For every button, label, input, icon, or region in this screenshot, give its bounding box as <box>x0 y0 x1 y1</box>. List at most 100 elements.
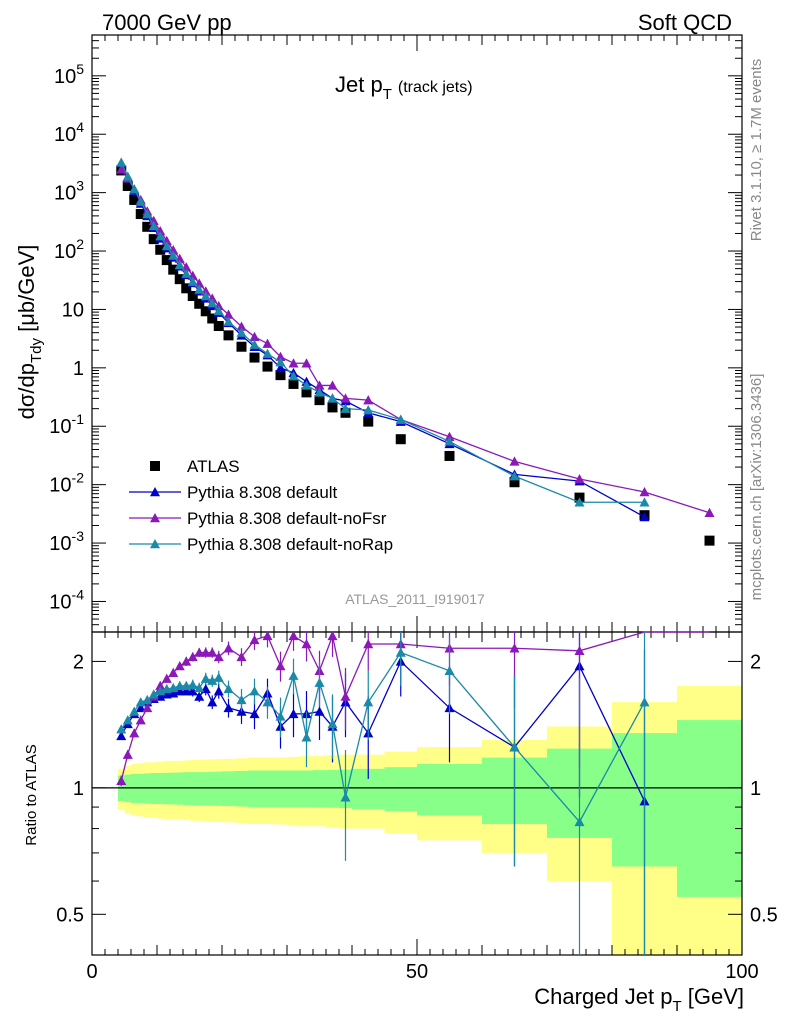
data-point-atlas <box>301 387 312 398</box>
data-point-main <box>327 393 338 403</box>
data-point-ratio <box>314 706 325 716</box>
data-point-ratio <box>236 694 247 705</box>
data-point-main <box>135 196 146 206</box>
data-point-ratio <box>301 639 312 649</box>
data-point-ratio <box>161 673 172 683</box>
data-point-ratio <box>262 630 273 641</box>
data-point-atlas <box>395 434 406 445</box>
legend-marker-triangle <box>150 539 160 549</box>
main-y-tick-label: 10-1 <box>49 411 84 438</box>
data-point-atlas <box>249 352 260 363</box>
data-point-atlas <box>142 221 153 232</box>
data-point-main <box>262 348 273 358</box>
data-point-main <box>142 209 153 219</box>
data-point-atlas <box>275 370 286 381</box>
ratio-y-tick-label-right: 2 <box>750 651 761 673</box>
data-point-atlas <box>148 234 159 245</box>
data-point-ratio <box>223 702 234 713</box>
data-point-ratio <box>116 730 127 741</box>
main-y-tick-label: 10-2 <box>49 470 84 497</box>
data-point-main <box>288 358 299 368</box>
data-point-ratio <box>200 673 211 683</box>
data-point-ratio <box>174 680 185 691</box>
green-band <box>261 770 274 808</box>
data-point-main <box>275 351 286 361</box>
data-point-main <box>213 305 224 315</box>
ratio-y-tick-label-right: 0.5 <box>750 904 778 926</box>
data-point-main <box>639 497 650 507</box>
data-point-atlas <box>181 283 192 294</box>
green-band <box>202 772 209 806</box>
ratio-y-tick-label: 1 <box>73 778 84 800</box>
data-point-ratio <box>395 647 406 657</box>
green-band <box>248 770 261 808</box>
data-point-ratio <box>327 630 338 641</box>
header-right: Soft QCD <box>638 10 732 35</box>
data-point-atlas <box>200 306 211 317</box>
ratio-y-tick-label: 0.5 <box>56 904 84 926</box>
data-point-main <box>116 164 127 174</box>
data-point-atlas <box>168 264 179 275</box>
data-point-ratio <box>187 651 198 662</box>
green-band <box>150 772 157 805</box>
data-point-atlas <box>236 341 247 352</box>
data-point-ratio <box>200 647 211 657</box>
data-point-main <box>262 338 273 348</box>
data-point-main <box>174 259 185 270</box>
data-point-ratio <box>194 691 205 701</box>
green-band <box>677 720 742 897</box>
data-point-main <box>574 473 585 484</box>
data-point-ratio <box>639 697 650 707</box>
data-point-atlas <box>314 395 325 406</box>
data-point-ratio <box>223 643 234 653</box>
green-band <box>196 772 203 806</box>
x-tick-label: 0 <box>86 961 97 983</box>
main-y-axis-label: dσ/dpTdy [μb/GeV] <box>14 245 45 420</box>
data-point-ratio <box>135 715 146 725</box>
data-point-atlas <box>135 209 146 220</box>
data-point-ratio <box>122 715 133 725</box>
data-point-atlas <box>704 535 715 546</box>
data-point-main <box>155 231 166 241</box>
data-point-ratio <box>116 724 127 734</box>
mcplots-label: mcplots.cern.ch [arXiv:1306.3436] <box>748 374 765 601</box>
data-point-ratio <box>122 749 133 759</box>
main-y-tick-label: 1 <box>73 358 84 380</box>
data-point-ratio <box>213 651 224 662</box>
green-band <box>176 772 183 805</box>
data-point-main <box>574 497 585 507</box>
data-point-ratio <box>187 686 198 696</box>
data-point-ratio <box>301 732 312 742</box>
main-y-tick-label: 10-3 <box>49 528 84 555</box>
data-point-ratio <box>174 686 185 696</box>
watermark: ATLAS_2011_I919017 <box>345 591 485 607</box>
data-point-main <box>288 371 299 381</box>
data-point-main <box>194 284 205 294</box>
header-left: 7000 GeV pp <box>102 10 232 35</box>
series-layer <box>116 157 715 955</box>
data-point-ratio <box>363 639 374 649</box>
data-point-main <box>168 250 179 260</box>
data-point-main <box>200 290 211 301</box>
data-point-ratio <box>155 680 166 691</box>
data-point-ratio <box>262 697 273 707</box>
data-point-ratio <box>275 661 286 671</box>
data-point-main <box>509 471 520 481</box>
data-point-ratio <box>181 686 192 696</box>
data-point-ratio <box>194 647 205 657</box>
data-point-ratio <box>249 708 260 719</box>
data-point-main <box>301 380 312 390</box>
data-point-ratio <box>288 708 299 719</box>
legend-marker-triangle <box>150 513 160 523</box>
green-band <box>157 772 164 805</box>
green-band <box>189 772 196 806</box>
x-tick-label: 100 <box>725 961 758 983</box>
data-point-ratio <box>340 792 351 802</box>
main-y-tick-label: 103 <box>54 178 84 205</box>
data-point-atlas <box>444 450 455 461</box>
data-point-main <box>249 339 260 349</box>
legend-marker-square <box>150 461 160 471</box>
data-point-main <box>181 268 192 278</box>
data-point-main <box>116 157 127 167</box>
